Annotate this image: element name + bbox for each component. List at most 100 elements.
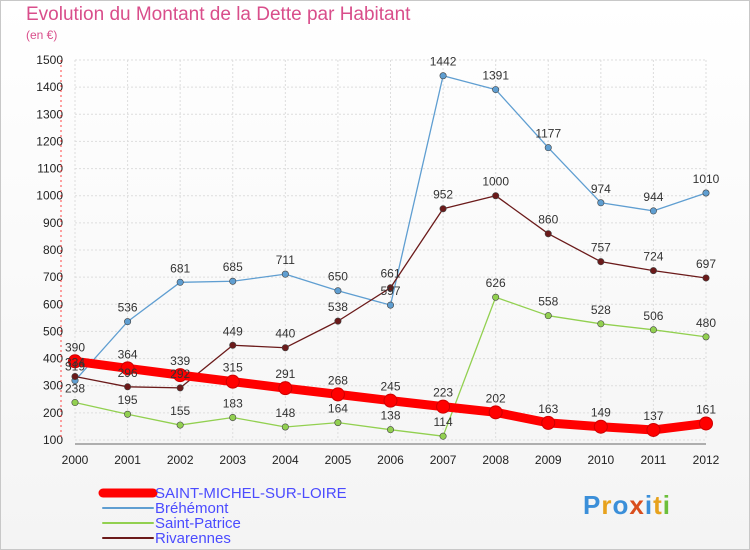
data-point	[173, 368, 188, 383]
data-point	[386, 426, 394, 434]
x-tick-label: 2008	[482, 453, 509, 467]
data-point	[597, 258, 605, 266]
data-label: 538	[328, 300, 348, 314]
legend-label: SAINT-MICHEL-SUR-LOIRE	[155, 485, 347, 502]
data-point	[541, 415, 556, 430]
logo-letter: i	[662, 490, 671, 520]
data-point	[383, 393, 398, 408]
logo-letter: o	[612, 490, 630, 520]
data-point	[71, 372, 79, 380]
data-point	[492, 192, 500, 200]
data-label: 390	[65, 340, 85, 354]
y-tick-label: 1300	[36, 107, 63, 121]
data-point	[278, 381, 293, 396]
x-tick-label: 2002	[167, 453, 194, 467]
data-point	[281, 270, 289, 278]
data-label: 536	[118, 301, 138, 315]
y-tick-label: 500	[43, 324, 63, 338]
data-label: 1391	[482, 69, 509, 83]
x-tick-label: 2006	[377, 453, 404, 467]
data-label: 697	[696, 257, 716, 271]
data-point	[646, 422, 661, 437]
data-label: 334	[65, 355, 85, 369]
data-label: 661	[380, 267, 400, 281]
data-label: 291	[275, 367, 295, 381]
y-tick-label: 200	[43, 406, 63, 420]
proxiti-logo: Proxiti	[583, 490, 671, 521]
data-point	[544, 230, 552, 238]
data-label: 245	[380, 380, 400, 394]
data-label: 974	[591, 182, 611, 196]
series-lines	[68, 72, 713, 440]
data-label: 223	[433, 386, 453, 400]
chart-unit: (en €)	[26, 28, 58, 42]
data-label: 685	[223, 260, 243, 274]
data-point	[330, 387, 345, 402]
data-point	[229, 413, 237, 421]
data-point	[229, 341, 237, 349]
data-label: 161	[696, 402, 716, 416]
data-point	[436, 399, 451, 414]
data-point	[334, 287, 342, 295]
y-tick-label: 600	[43, 297, 63, 311]
chart-title: Evolution du Montant de la Dette par Hab…	[26, 4, 411, 25]
data-point	[593, 419, 608, 434]
data-label: 149	[591, 406, 611, 420]
data-label: 558	[538, 295, 558, 309]
data-label: 155	[170, 404, 190, 418]
data-label: 952	[433, 188, 453, 202]
x-tick-label: 2004	[272, 453, 299, 467]
data-label: 195	[118, 393, 138, 407]
data-point	[492, 86, 500, 94]
x-tick-label: 2009	[535, 453, 562, 467]
data-label: 163	[538, 402, 558, 416]
y-tick-label: 100	[43, 433, 63, 447]
y-tick-label: 1000	[36, 189, 63, 203]
data-label: 148	[275, 406, 295, 420]
data-label: 944	[643, 190, 663, 204]
x-tick-label: 2007	[430, 453, 457, 467]
data-point	[120, 361, 135, 376]
data-label: 506	[643, 309, 663, 323]
data-point	[649, 267, 657, 275]
data-labels: 390 364 339 315 291 268 245 223 202 163 149 137 161 3…	[65, 55, 720, 429]
data-label: 268	[328, 373, 348, 387]
data-label: 724	[643, 250, 663, 264]
x-tick-label: 2003	[219, 453, 246, 467]
y-tick-label: 800	[43, 243, 63, 257]
data-point	[439, 72, 447, 80]
data-point	[281, 344, 289, 352]
data-point	[68, 354, 82, 369]
data-point	[386, 301, 394, 309]
data-point	[176, 384, 184, 392]
data-point	[229, 277, 237, 285]
data-point	[702, 333, 710, 341]
data-label: 597	[380, 284, 400, 298]
data-label: 137	[643, 409, 663, 423]
logo-letter: r	[601, 490, 613, 520]
x-tick-label: 2011	[641, 453, 667, 467]
data-point	[699, 416, 713, 431]
y-tick-label: 1200	[36, 134, 63, 148]
data-label: 440	[275, 327, 295, 341]
data-label: 202	[486, 391, 506, 405]
data-label: 319	[65, 360, 85, 374]
data-point	[334, 317, 342, 325]
y-tick-label: 900	[43, 216, 63, 230]
data-label: 1177	[535, 127, 561, 141]
data-point	[488, 405, 503, 420]
data-point	[386, 284, 394, 292]
logo-letter: x	[629, 490, 645, 520]
data-point	[334, 419, 342, 427]
data-point	[225, 374, 240, 389]
data-label: 296	[118, 366, 138, 380]
legend-label: Saint-Patrice	[155, 515, 241, 532]
legend-label: Rivarennes	[155, 530, 231, 547]
grid	[74, 59, 707, 441]
data-label: 315	[223, 361, 243, 375]
data-point	[439, 432, 447, 440]
x-tick-label: 2001	[114, 453, 141, 467]
data-label: 757	[591, 241, 611, 255]
